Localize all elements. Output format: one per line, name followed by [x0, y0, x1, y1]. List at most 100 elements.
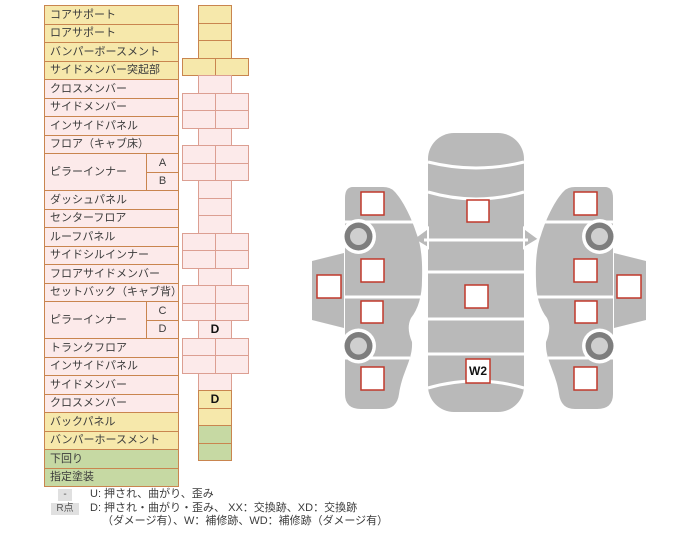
damage-cell[interactable]	[181, 285, 216, 304]
damage-cell-row	[181, 40, 249, 59]
damage-marker[interactable]	[573, 366, 598, 391]
damage-cell-row	[181, 355, 249, 374]
damage-cell[interactable]	[181, 57, 216, 76]
table-row: トランクフロア	[44, 338, 179, 358]
damage-cell-row	[181, 407, 249, 426]
damage-cell-row	[181, 372, 249, 391]
damage-cell[interactable]: D	[198, 390, 232, 409]
damage-cell-row: D	[181, 390, 249, 409]
table-row: バンパーホースメント	[44, 430, 179, 450]
part-label: 下回り	[44, 449, 179, 469]
damage-cell[interactable]	[198, 372, 232, 391]
damage-cell[interactable]	[214, 232, 249, 251]
part-label: フロア（キャブ床）	[44, 134, 179, 154]
damage-cell[interactable]	[181, 162, 216, 181]
table-row: ロアサポート	[44, 23, 179, 43]
damage-marker[interactable]	[360, 191, 385, 216]
damage-cell[interactable]	[214, 285, 249, 304]
part-label: セットバック（キャブ背）	[44, 282, 179, 302]
damage-cell[interactable]	[198, 75, 232, 94]
damage-cell[interactable]	[214, 337, 249, 356]
damage-cell[interactable]	[198, 127, 232, 146]
damage-marker-rear[interactable]	[465, 358, 491, 384]
damage-cell-row: D	[181, 320, 249, 339]
damage-marker[interactable]	[573, 191, 598, 216]
table-row: フロア（キャブ床）	[44, 134, 179, 154]
damage-cell-row	[181, 75, 249, 94]
damage-marker[interactable]	[574, 300, 598, 324]
car-right-side-view	[535, 187, 646, 409]
car-left-side-view	[312, 187, 423, 409]
pillar-sub-label: A	[146, 153, 179, 173]
damage-cell[interactable]: D	[198, 320, 232, 339]
damage-cell[interactable]	[214, 162, 249, 181]
damage-cell[interactable]	[181, 110, 216, 129]
damage-cell[interactable]	[198, 425, 232, 444]
damage-marker[interactable]	[616, 274, 642, 299]
damage-cell[interactable]	[214, 57, 249, 76]
damage-cell[interactable]	[198, 180, 232, 199]
damage-cell[interactable]	[214, 145, 249, 164]
table-row: コアサポート	[44, 5, 179, 25]
damage-cell[interactable]	[198, 5, 232, 24]
legend-line-u: - U: 押され、曲がり、歪み	[48, 488, 388, 502]
part-label: ピラーインナー	[44, 153, 147, 191]
part-label: フロアサイドメンバー	[44, 264, 179, 284]
part-label: コアサポート	[44, 5, 179, 25]
damage-cell[interactable]	[198, 407, 232, 426]
damage-cell-row	[181, 92, 249, 111]
damage-cell[interactable]	[181, 337, 216, 356]
table-row: サイドシルインナー	[44, 245, 179, 265]
part-label: ダッシュパネル	[44, 190, 179, 210]
damage-cell[interactable]	[214, 92, 249, 111]
legend-line-rpoint: R点 D: 押され・曲がり・歪み、 XX：交換跡、XD：交換跡	[48, 502, 388, 516]
part-label: ルーフパネル	[44, 227, 179, 247]
damage-cell[interactable]	[181, 92, 216, 111]
legend-text-d: D: 押され・曲がり・歪み、 XX：交換跡、XD：交換跡	[90, 501, 358, 514]
damage-cell-row	[181, 425, 249, 444]
damage-marker[interactable]	[464, 284, 489, 309]
table-row: クロスメンバー	[44, 79, 179, 99]
damage-marker[interactable]	[360, 258, 385, 283]
damage-cell-row	[181, 232, 249, 251]
damage-cell-row	[181, 215, 249, 234]
damage-cell-row	[181, 145, 249, 164]
part-label: クロスメンバー	[44, 79, 179, 99]
damage-cell[interactable]	[181, 145, 216, 164]
damage-marker[interactable]	[360, 300, 384, 324]
damage-cell[interactable]	[214, 302, 249, 321]
part-label: インサイドパネル	[44, 116, 179, 136]
part-label: サイドシルインナー	[44, 245, 179, 265]
hood-line	[427, 160, 525, 170]
pillar-sub-label: D	[146, 319, 179, 339]
damage-cell-row	[181, 180, 249, 199]
pillar-sub-label: B	[146, 171, 179, 191]
damage-cell[interactable]	[214, 110, 249, 129]
damage-marker[interactable]	[466, 199, 490, 223]
damage-cell[interactable]	[214, 355, 249, 374]
damage-cell[interactable]	[181, 355, 216, 374]
damage-cell[interactable]	[181, 232, 216, 251]
damage-cell[interactable]	[198, 442, 232, 461]
damage-marker-label: W2	[469, 364, 487, 378]
damage-cell-row	[181, 57, 249, 76]
part-label: トランクフロア	[44, 338, 179, 358]
damage-cell[interactable]	[181, 302, 216, 321]
damage-cell-row	[181, 162, 249, 181]
damage-cell[interactable]	[198, 197, 232, 216]
damage-cell-row	[181, 110, 249, 129]
damage-marker[interactable]	[573, 258, 598, 283]
damage-cell[interactable]	[181, 250, 216, 269]
table-row: サイドメンバー突起部	[44, 60, 179, 80]
damage-cell[interactable]	[198, 215, 232, 234]
damage-cell[interactable]	[198, 267, 232, 286]
right-mirror-icon	[523, 226, 541, 250]
damage-cell[interactable]	[214, 250, 249, 269]
damage-marker[interactable]	[316, 274, 342, 299]
damage-cell[interactable]	[198, 40, 232, 59]
part-label: バンパーホースメント	[44, 430, 179, 450]
damage-cell[interactable]	[198, 22, 232, 41]
damage-marker[interactable]	[360, 366, 385, 391]
